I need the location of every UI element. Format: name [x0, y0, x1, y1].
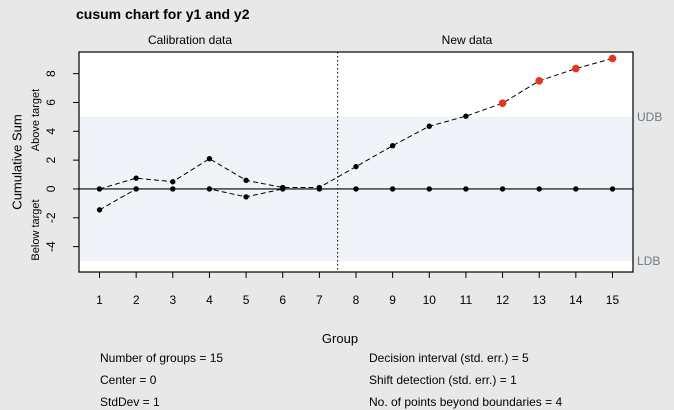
above-target-label: Above target — [30, 88, 42, 152]
y-tick-label: 8 — [44, 70, 58, 77]
data-point — [426, 123, 432, 129]
y-tick-label: 0 — [44, 185, 58, 192]
violation-point — [498, 99, 507, 107]
data-point — [389, 186, 396, 192]
data-point — [316, 186, 323, 192]
x-tick-label: 2 — [133, 293, 140, 307]
data-point — [353, 186, 359, 192]
violation-point — [608, 54, 617, 63]
x-tick-label: 7 — [316, 293, 323, 307]
data-point — [573, 186, 579, 192]
stat-number-of-groups: Number of groups = 15 — [100, 351, 224, 365]
data-point — [170, 179, 176, 185]
stat-center: Center = 0 — [100, 373, 157, 387]
stat-stddev: StdDev = 1 — [100, 395, 160, 409]
x-tick-label: 3 — [169, 293, 176, 307]
data-point — [426, 186, 432, 192]
data-point — [206, 155, 213, 162]
x-tick-label: 8 — [353, 293, 360, 307]
lower-decision-boundary-label: LDB — [637, 254, 661, 268]
y-tick-label: 2 — [44, 156, 58, 163]
data-point — [389, 143, 396, 149]
series-line-cusum-below-target — [99, 188, 613, 211]
data-point — [96, 186, 103, 192]
data-point — [353, 163, 359, 170]
series-line-cusum-above-target — [99, 58, 613, 190]
x-tick-label: 4 — [206, 293, 213, 307]
data-point — [170, 186, 176, 192]
stat-decision-interval: Decision interval (std. err.) = 5 — [369, 351, 529, 365]
x-tick-label: 5 — [243, 293, 250, 307]
data-point — [463, 113, 469, 119]
data-point — [243, 194, 249, 200]
data-point — [206, 186, 213, 192]
y-tick-label: 4 — [44, 128, 58, 135]
data-point — [133, 186, 139, 192]
x-tick-label: 12 — [496, 293, 510, 307]
data-point — [96, 207, 103, 213]
stat-points-beyond-boundaries: No. of points beyond boundaries = 4 — [369, 395, 563, 409]
x-tick-label: 13 — [533, 293, 547, 307]
x-tick-label: 15 — [606, 293, 620, 307]
x-tick-label: 9 — [389, 293, 396, 307]
new-data-region-label: New data — [441, 33, 493, 47]
y-tick-label: -4 — [44, 241, 58, 252]
calibration-region-label: Calibration data — [147, 33, 233, 47]
x-tick-label: 11 — [460, 293, 473, 307]
below-target-label: Below target — [30, 199, 42, 261]
data-point — [133, 175, 139, 181]
violation-point — [535, 77, 544, 85]
x-tick-label: 10 — [423, 293, 437, 307]
y-tick-label: 6 — [44, 99, 58, 106]
stat-shift-detection: Shift detection (std. err.) = 1 — [369, 373, 517, 387]
violation-point — [572, 64, 580, 73]
y-axis-title: Cumulative Sum — [9, 114, 25, 210]
chart-title: cusum chart for y1 and y2 — [76, 6, 250, 22]
upper-decision-boundary-label: UDB — [637, 110, 663, 124]
x-axis-title: Group — [321, 331, 359, 346]
data-point — [463, 186, 469, 192]
x-tick-label: 6 — [279, 293, 286, 307]
data-point — [536, 186, 542, 192]
data-point — [609, 186, 616, 192]
x-tick-label: 14 — [569, 293, 583, 307]
data-point — [243, 177, 249, 184]
data-point — [499, 186, 506, 192]
plot-border — [78, 51, 634, 273]
y-tick-label: -2 — [44, 212, 58, 223]
data-point — [280, 186, 286, 192]
x-tick-label: 1 — [96, 293, 103, 307]
